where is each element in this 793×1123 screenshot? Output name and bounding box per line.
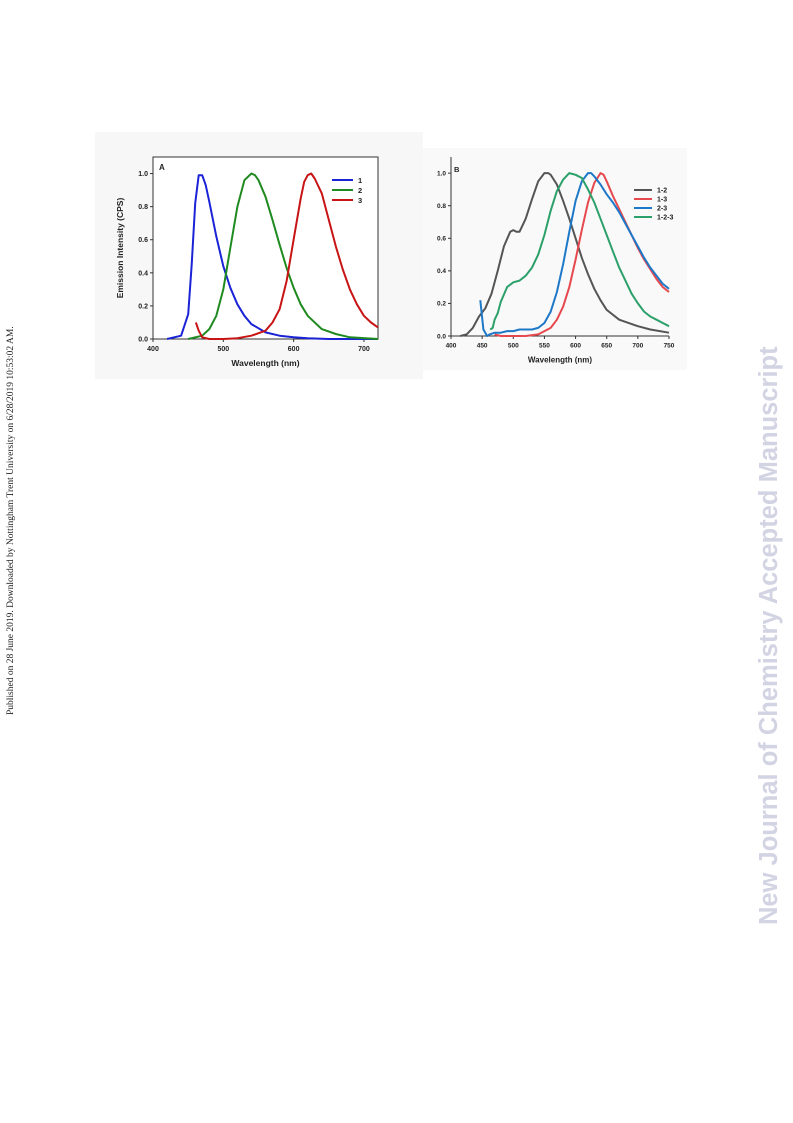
x-tick-label: 500 <box>508 343 519 350</box>
download-notice: Published on 28 June 2019. Downloaded by… <box>6 326 16 715</box>
panel-label: A <box>159 163 165 172</box>
legend-label: 3 <box>358 196 362 205</box>
emission-chart-a: 400 500 600 700 0.0 0.2 0.4 0.6 0.8 1.0 Wavelength… <box>115 156 379 368</box>
legend-label: 2 <box>358 186 362 195</box>
x-tick-label: 400 <box>147 346 159 353</box>
y-tick-label: 1.0 <box>437 170 446 177</box>
plot-frame <box>152 156 379 340</box>
x-axis-title: Wavelength (nm) <box>528 356 592 365</box>
y-tick-label: 0.0 <box>437 333 446 340</box>
emission-chart-b: 400 450 500 550 600 650 700 750 0.0 0.2 0.4 0.6 0.8 1… <box>437 157 675 365</box>
y-tick-label: 0.6 <box>138 237 148 244</box>
series-line-1 <box>166 174 378 340</box>
series-line-2-3 <box>479 172 670 337</box>
y-tick-label: 0.8 <box>437 203 446 210</box>
y-tick-label: 0.2 <box>437 301 446 308</box>
legend-label: 2-3 <box>657 206 667 213</box>
series-line-1-2 <box>460 172 670 337</box>
chart-panel-b: 400 450 500 550 600 650 700 750 0.0 0.2 0.4 0.6 0.8 1… <box>423 148 687 370</box>
x-tick-label: 550 <box>539 343 550 350</box>
y-axis-title: Emission Intensity (CPS) <box>115 198 125 299</box>
legend-label: 1-2-3 <box>657 215 673 222</box>
x-tick-label: 500 <box>217 346 229 353</box>
x-tick-label: 700 <box>632 343 643 350</box>
y-tick-label: 0.0 <box>138 336 148 343</box>
series-line-1-2-3 <box>489 172 670 331</box>
legend-label: 1 <box>358 176 362 185</box>
series-line-2 <box>187 172 379 340</box>
x-tick-label: 600 <box>288 346 300 353</box>
panel-label: B <box>454 165 460 174</box>
y-tick-label: 0.4 <box>437 268 446 275</box>
x-tick-label: 700 <box>358 346 370 353</box>
y-tick-label: 1.0 <box>138 171 148 178</box>
chart-panel-a: 400 500 600 700 0.0 0.2 0.4 0.6 0.8 1.0 Wavelength… <box>95 132 423 379</box>
series-line-3 <box>194 172 379 340</box>
x-axis-title: Wavelength (nm) <box>231 358 299 368</box>
y-tick-label: 0.4 <box>138 270 148 277</box>
x-tick-label: 600 <box>570 343 581 350</box>
legend-label: 1-3 <box>657 197 667 204</box>
legend-label: 1-2 <box>657 188 667 195</box>
x-tick-label: 400 <box>446 343 457 350</box>
x-tick-label: 750 <box>664 343 675 350</box>
y-tick-label: 0.8 <box>138 204 148 211</box>
y-tick-label: 0.6 <box>437 236 446 243</box>
x-tick-label: 450 <box>477 343 488 350</box>
x-tick-label: 650 <box>601 343 612 350</box>
journal-watermark: New Journal of Chemistry Accepted Manusc… <box>755 346 783 925</box>
y-tick-label: 0.2 <box>138 303 148 310</box>
